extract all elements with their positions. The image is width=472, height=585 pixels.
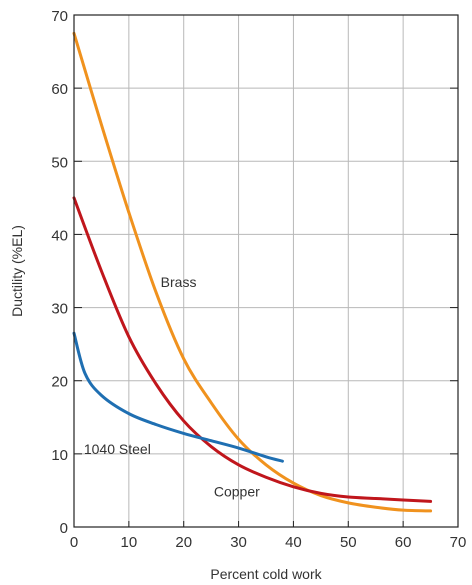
brass-line (72, 31, 433, 513)
x-tick-label: 60 (395, 534, 412, 551)
series-lines (72, 31, 433, 513)
x-tick-label: 30 (230, 534, 247, 551)
x-tick-label: 40 (285, 534, 302, 551)
y-tick-label: 40 (51, 227, 68, 244)
y-tick-label: 20 (51, 374, 68, 391)
x-axis-label: Percent cold work (210, 566, 322, 582)
y-tick-label: 60 (51, 81, 68, 98)
gridlines (74, 15, 458, 527)
x-tick-label: 50 (340, 534, 357, 551)
y-axis-label: Ductility (%EL) (9, 225, 25, 317)
y-tick-label: 70 (51, 8, 68, 25)
1040-steel-line (72, 331, 284, 463)
x-tick-label: 10 (121, 534, 138, 551)
x-tick-label: 70 (450, 534, 467, 551)
copper-annotation: Copper (214, 483, 260, 499)
y-tick-label: 30 (51, 301, 68, 318)
y-tick-label: 50 (51, 154, 68, 171)
plot-frame (73, 14, 459, 528)
plot-area (74, 15, 458, 527)
steel-annotation: 1040 Steel (84, 441, 151, 457)
x-tick-label: 0 (70, 534, 78, 551)
y-tick-label: 10 (51, 447, 68, 464)
axis-ticks: 0 10 20 30 40 50 60 70 0 10 20 30 40 50 60 70 (51, 8, 466, 551)
copper-line (72, 196, 433, 503)
y-tick-label: 0 (60, 520, 68, 537)
brass-annotation: Brass (161, 274, 197, 290)
x-tick-label: 20 (175, 534, 192, 551)
